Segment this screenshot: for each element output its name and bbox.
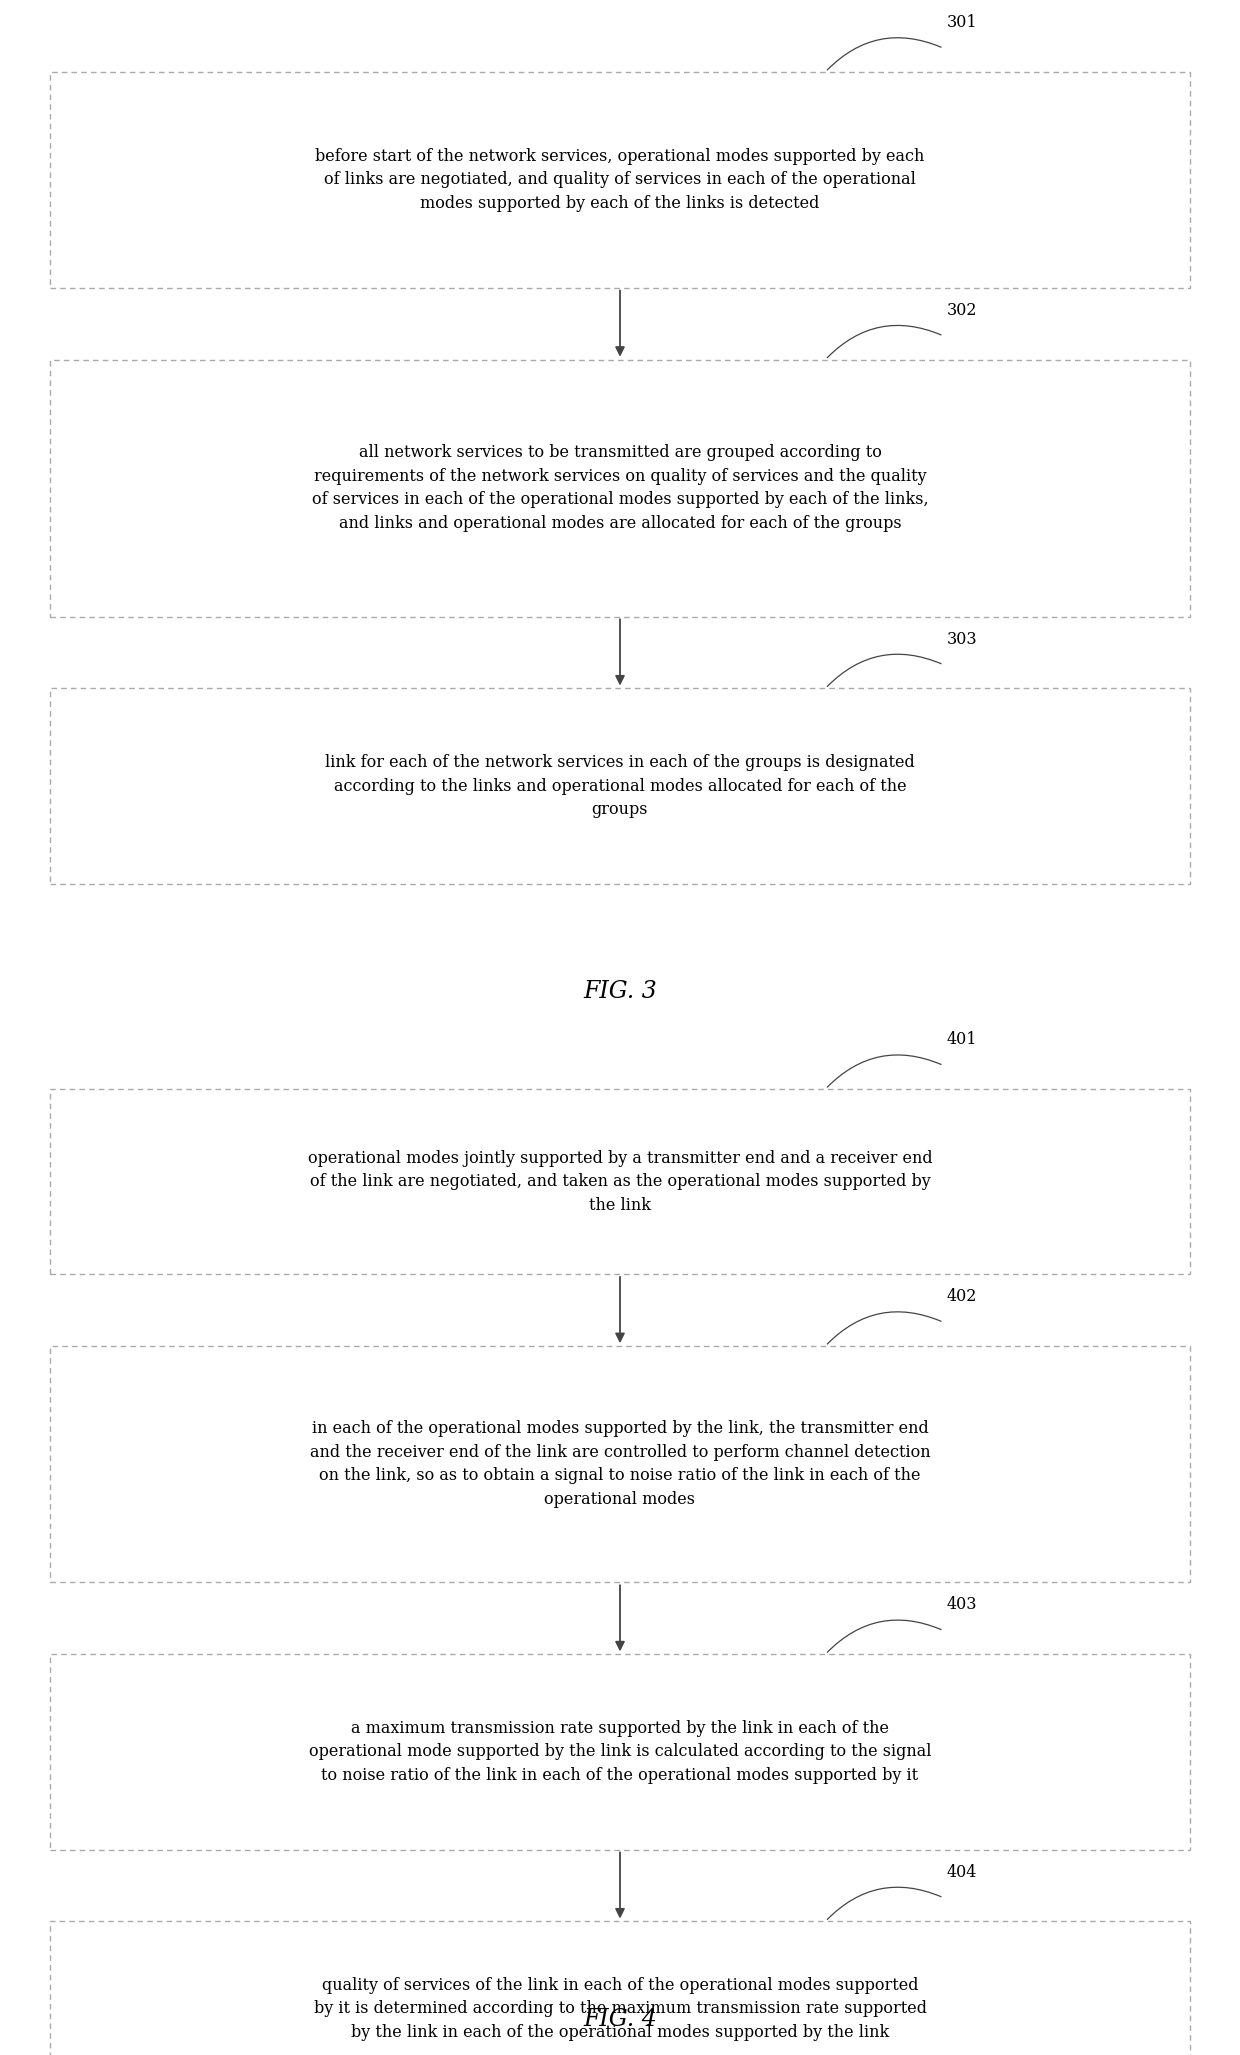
Text: FIG. 4: FIG. 4 [583,2008,657,2030]
Text: 401: 401 [947,1032,977,1048]
Text: quality of services of the link in each of the operational modes supported
by it: quality of services of the link in each … [314,1977,926,2041]
Text: in each of the operational modes supported by the link, the transmitter end
and : in each of the operational modes support… [310,1420,930,1508]
Bar [50,1654,1190,1850]
Text: FIG. 3: FIG. 3 [583,980,657,1003]
Bar [50,1089,1190,1274]
Text: 301: 301 [947,14,977,31]
Text: 403: 403 [947,1597,977,1613]
Text: link for each of the network services in each of the groups is designated
accord: link for each of the network services in… [325,754,915,818]
Text: before start of the network services, operational modes supported by each
of lin: before start of the network services, op… [315,148,925,212]
Bar [50,360,1190,616]
Bar [50,1346,1190,1582]
Text: 404: 404 [947,1864,977,1880]
Bar [50,1921,1190,2055]
Bar [50,72,1190,288]
Text: all network services to be transmitted are grouped according to
requirements of : all network services to be transmitted a… [311,444,929,532]
Text: 402: 402 [947,1288,977,1305]
Text: 303: 303 [947,631,977,647]
Bar [50,688,1190,884]
Text: 302: 302 [947,302,977,319]
Text: operational modes jointly supported by a transmitter end and a receiver end
of t: operational modes jointly supported by a… [308,1149,932,1215]
Text: a maximum transmission rate supported by the link in each of the
operational mod: a maximum transmission rate supported by… [309,1720,931,1784]
